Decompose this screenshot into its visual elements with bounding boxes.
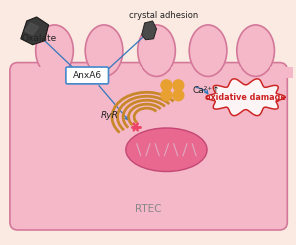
Ellipse shape	[237, 25, 274, 76]
Polygon shape	[142, 21, 157, 40]
Ellipse shape	[36, 25, 73, 76]
Text: crystal adhesion: crystal adhesion	[129, 11, 198, 20]
Polygon shape	[21, 17, 49, 45]
Text: AnxA6: AnxA6	[73, 71, 102, 80]
FancyBboxPatch shape	[66, 67, 109, 84]
Text: Ca²⁺↑: Ca²⁺↑	[192, 86, 220, 95]
Circle shape	[173, 80, 184, 91]
Bar	[16, 67, 71, 78]
Ellipse shape	[138, 25, 175, 76]
Circle shape	[161, 90, 172, 101]
Bar	[171, 67, 193, 82]
Bar	[119, 67, 142, 82]
Ellipse shape	[189, 25, 227, 76]
FancyBboxPatch shape	[10, 62, 287, 230]
Polygon shape	[207, 79, 285, 116]
Polygon shape	[25, 23, 39, 35]
Text: oxidative damage: oxidative damage	[205, 93, 286, 102]
Circle shape	[173, 90, 184, 101]
Circle shape	[161, 80, 172, 91]
Bar	[223, 67, 241, 82]
Bar	[69, 67, 89, 82]
Text: RTEC: RTEC	[135, 204, 162, 214]
Ellipse shape	[85, 25, 123, 76]
Bar	[271, 67, 296, 78]
Text: RyR: RyR	[101, 111, 119, 120]
Ellipse shape	[126, 128, 207, 172]
Text: Oxalate: Oxalate	[22, 34, 57, 43]
